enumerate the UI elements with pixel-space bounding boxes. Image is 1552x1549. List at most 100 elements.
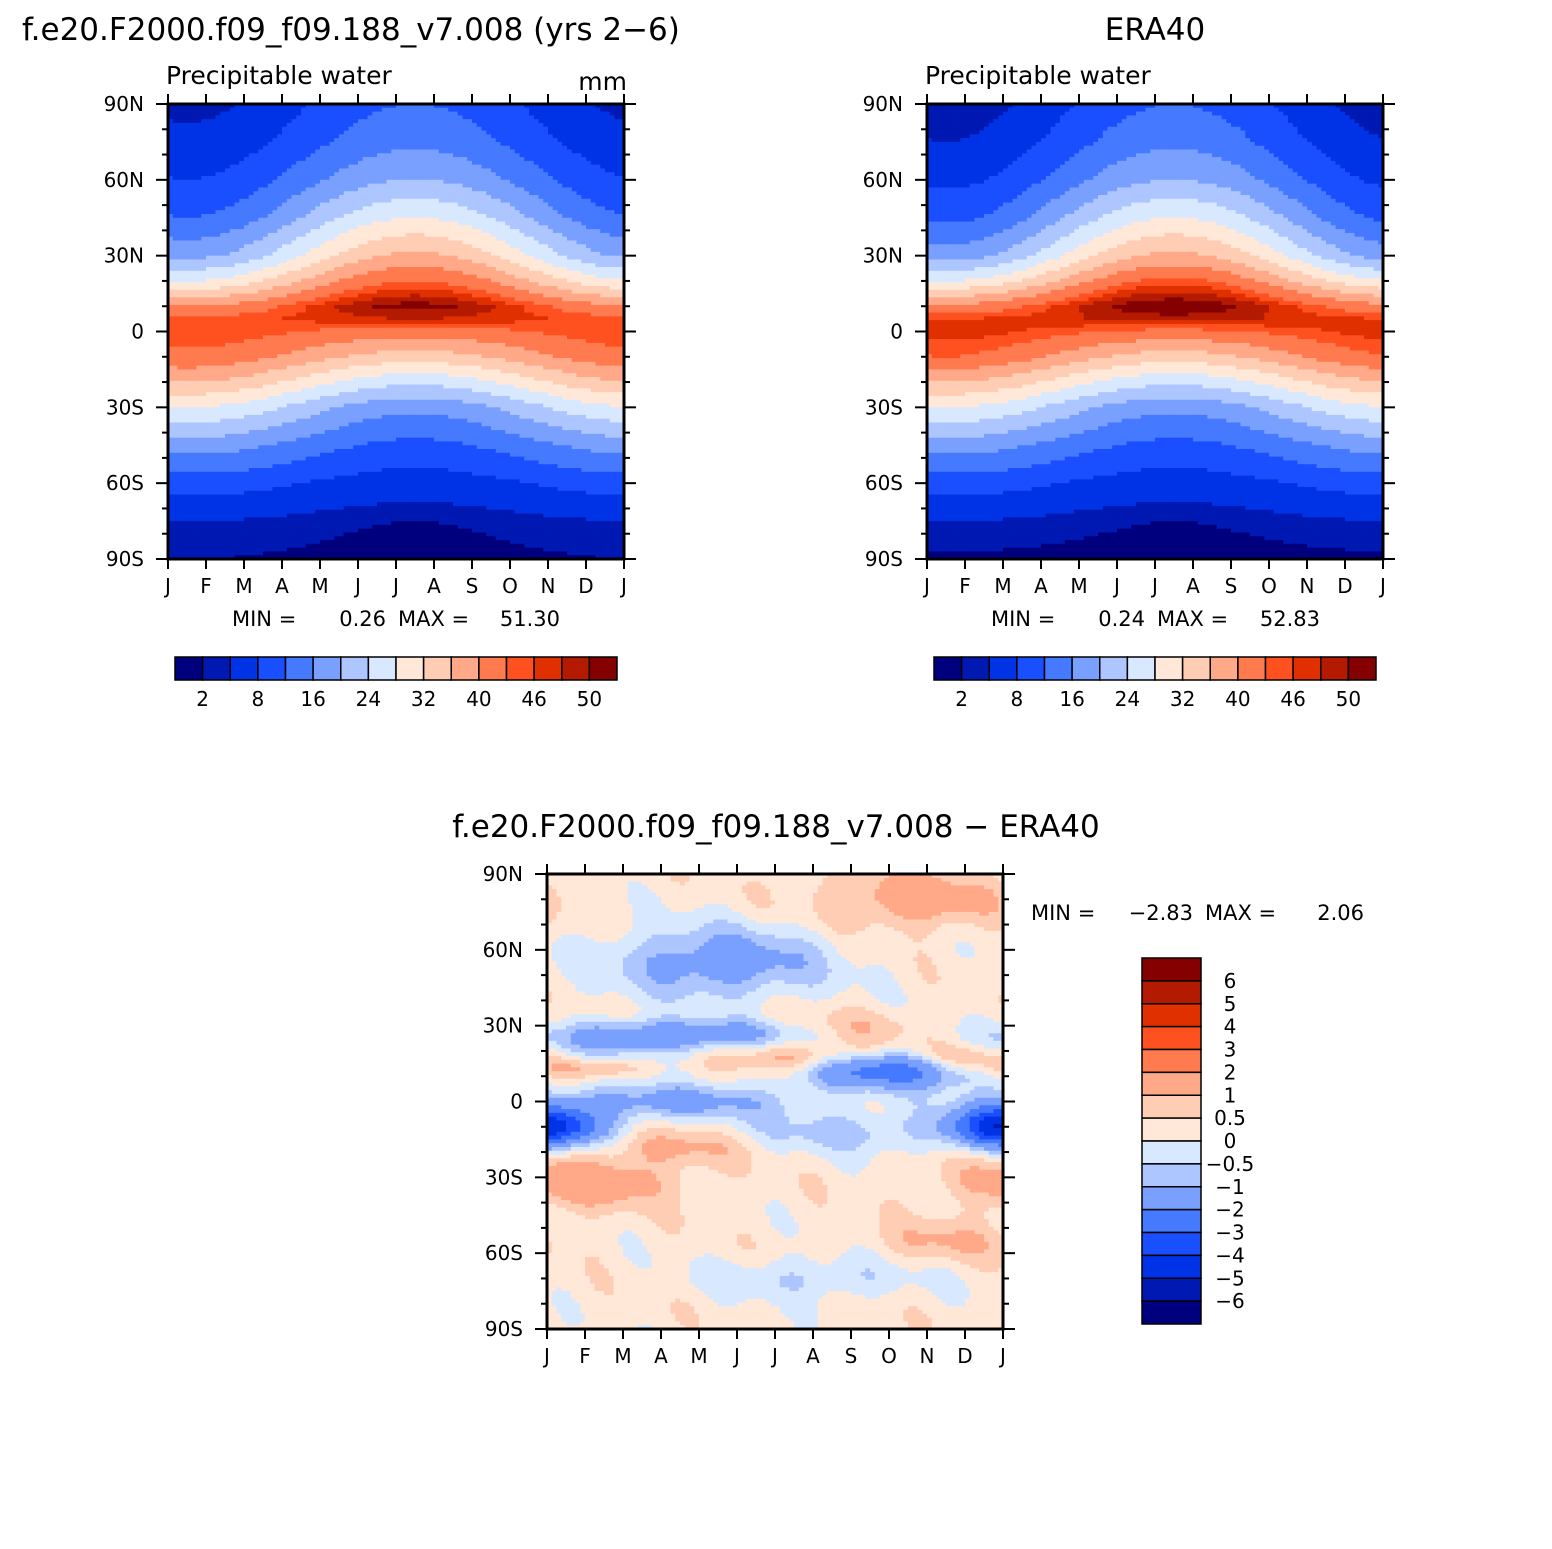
model-cell [339,180,344,184]
model-cell [277,206,282,210]
model-cell [206,278,211,282]
model-cell [425,161,430,165]
model-cell [349,248,354,252]
model-cell [249,157,254,161]
model-cell [320,275,325,279]
model-cell [173,127,178,131]
model-cell [586,142,591,146]
model-cell [543,131,548,135]
model-cell [311,180,316,184]
model-cell [472,218,477,222]
model-cell [434,146,439,150]
model-cell [187,191,192,195]
model-cell [282,214,287,218]
model-cell [211,244,216,248]
model-cell [334,252,339,256]
model-cell [377,138,382,142]
model-cell [182,225,187,229]
model-cell [372,199,377,203]
model-cell [387,275,392,279]
model-cell [391,176,396,180]
model-cell [448,150,453,154]
model-cell [577,222,582,226]
model-cell [448,187,453,191]
model-cell [510,206,515,210]
model-cell [420,248,425,252]
model-cell [501,127,506,131]
model-cell [401,256,406,260]
model-cell [301,206,306,210]
model-cell [192,168,197,172]
model-cell [486,153,491,157]
model-cell [567,267,572,271]
model-cell [439,157,444,161]
model-cell [501,119,506,123]
model-cell [277,286,282,290]
model-cell [192,286,197,290]
model-cell [596,108,601,112]
model-cell [325,172,330,176]
model-cell [510,286,515,290]
model-cell [263,191,268,195]
model-cell [548,256,553,260]
model-cell [344,222,349,226]
model-cell [425,142,430,146]
model-cell [472,203,477,207]
model-cell [296,218,301,222]
model-cell [562,263,567,267]
model-cell [581,153,586,157]
model-cell [396,206,401,210]
model-cell [396,168,401,172]
model-cell [197,225,202,229]
model-cell [501,278,506,282]
model-cell [458,286,463,290]
model-cell [600,271,605,275]
model-cell [543,172,548,176]
model-cell [529,108,534,112]
model-cell [320,259,325,263]
model-cell [330,180,335,184]
model-cell [596,278,601,282]
model-cell [448,165,453,169]
model-cell [296,184,301,188]
model-cell [520,278,525,282]
model-cell [543,191,548,195]
model-cell [491,278,496,282]
model-cell [600,168,605,172]
model-cell [315,297,320,301]
model-cell [515,237,520,241]
model-cell [230,241,235,245]
model-cell [387,203,392,207]
model-cell [368,256,373,260]
model-cell [615,134,620,138]
model-cell [491,237,496,241]
model-cell [353,282,358,286]
model-cell [434,218,439,222]
model-cell [192,134,197,138]
model-cell [562,252,567,256]
model-cell [197,119,202,123]
model-cell [353,256,358,260]
model-cell [591,131,596,135]
model-cell [282,123,287,127]
model-cell [496,275,501,279]
model-cell [553,263,558,267]
model-cell [567,187,572,191]
model-cell [197,229,202,233]
model-cell [524,206,529,210]
model-cell [225,294,230,298]
model-cell [396,241,401,245]
model-cell [610,271,615,275]
model-cell [510,161,515,165]
model-cell [287,259,292,263]
model-cell [477,297,482,301]
model-cell [610,237,615,241]
model-cell [349,203,354,207]
model-cell [415,115,420,119]
model-cell [282,290,287,294]
model-cell [235,184,240,188]
model-cell [515,286,520,290]
model-cell [591,199,596,203]
model-cell [600,187,605,191]
model-cell [249,176,254,180]
